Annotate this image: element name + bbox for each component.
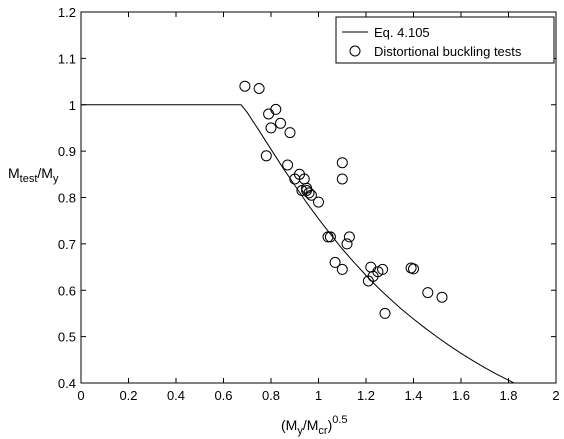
data-point	[239, 80, 251, 92]
y-tick-label: 0.8	[58, 191, 76, 206]
data-point	[379, 307, 391, 319]
x-tick-label: 1.2	[357, 388, 375, 403]
data-point	[329, 256, 341, 268]
data-point	[284, 127, 296, 139]
data-point	[367, 270, 379, 282]
data-point	[260, 150, 272, 162]
data-point	[341, 238, 353, 250]
y-tick-label: 1.1	[58, 51, 76, 66]
y-tick-label: 1	[69, 98, 76, 113]
data-point	[336, 173, 348, 185]
data-point	[303, 187, 315, 199]
series-line-eq	[81, 104, 515, 384]
data-point	[324, 231, 336, 243]
x-tick-label: 1.8	[499, 388, 517, 403]
legend-label-eq: Eq. 4.105	[374, 25, 430, 40]
legend-box	[335, 16, 555, 64]
data-point	[253, 83, 265, 94]
legend-label-tests: Distortional buckling tests	[374, 44, 522, 59]
data-point	[377, 263, 389, 275]
x-tick-label: 2	[552, 388, 559, 403]
x-tick-label: 1.4	[404, 388, 422, 403]
legend: Eq. 4.105 Distortional buckling tests	[335, 16, 555, 64]
x-tick-label: 0.6	[214, 388, 232, 403]
y-axis-ticks: 0.4 0.5 0.6 0.7 0.8 0.9 1 1.1 1.2	[58, 5, 556, 391]
series-points	[239, 80, 448, 319]
data-point	[265, 122, 277, 134]
x-tick-label: 0.8	[262, 388, 280, 403]
data-point	[336, 157, 348, 169]
data-point	[263, 108, 275, 120]
x-tick-label: 1.6	[452, 388, 470, 403]
data-point	[365, 261, 377, 273]
data-point	[282, 159, 294, 171]
x-axis-label: (My/Mcr)0.5	[281, 414, 348, 437]
data-point	[275, 117, 286, 129]
x-tick-label: 0.2	[119, 388, 137, 403]
x-tick-label: 0	[77, 388, 84, 403]
y-tick-label: 0.4	[58, 376, 76, 391]
y-tick-label: 0.7	[58, 237, 76, 252]
data-point	[270, 103, 282, 115]
x-tick-label: 0.4	[167, 388, 185, 403]
data-point	[313, 196, 324, 208]
data-point	[343, 231, 355, 243]
data-point	[305, 189, 317, 201]
data-point	[336, 263, 348, 275]
x-axis-ticks: 0 0.2 0.4 0.6 0.8 1 1.2 1.4 1.6 1.8 2	[77, 12, 560, 403]
data-point	[322, 231, 334, 243]
data-point	[408, 263, 419, 275]
y-tick-label: 0.9	[58, 144, 76, 159]
legend-marker-swatch	[349, 45, 361, 57]
data-point	[436, 291, 448, 303]
y-tick-label: 0.5	[58, 330, 76, 345]
y-tick-label: 0.6	[58, 283, 76, 298]
y-axis-label: Mtest/My	[8, 165, 59, 185]
y-tick-label: 1.2	[58, 5, 76, 20]
x-tick-label: 1	[315, 388, 322, 403]
data-point	[422, 287, 434, 299]
